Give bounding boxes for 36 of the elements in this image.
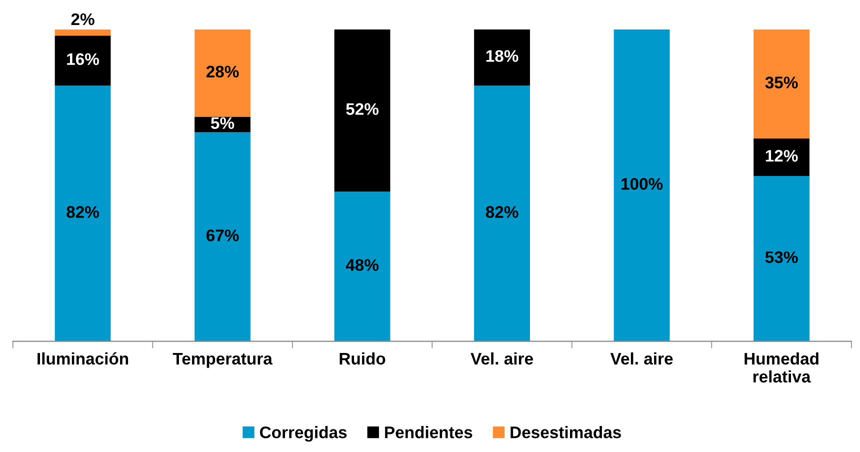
data-label: 18% <box>486 50 518 62</box>
bar <box>194 29 250 117</box>
bar <box>754 138 810 176</box>
data-label: 82% <box>486 206 518 218</box>
bar <box>474 86 530 342</box>
data-label: 48% <box>346 259 379 271</box>
x-tick-label: Vel. aire <box>470 352 533 365</box>
x-tick-label: Vel. aire <box>610 352 673 365</box>
data-label: 52% <box>346 103 379 115</box>
bar <box>334 29 390 192</box>
bar <box>754 29 810 139</box>
bar <box>194 132 250 342</box>
data-label: 53% <box>765 251 798 264</box>
bar <box>754 176 810 342</box>
bar <box>54 29 111 36</box>
x-tick-label: Temperatura <box>172 352 272 368</box>
data-label: 100% <box>622 178 663 190</box>
data-label: 67% <box>206 229 239 242</box>
data-label: 16% <box>67 53 100 66</box>
x-tick-label: Ruido <box>340 352 386 365</box>
bar <box>334 192 390 342</box>
data-label: 5% <box>210 117 234 129</box>
bar <box>614 29 670 342</box>
legend-label: Corregidas <box>260 426 347 442</box>
legend-label: Pendientes <box>385 426 472 438</box>
data-label: 12% <box>766 150 798 162</box>
data-label: 28% <box>206 66 239 78</box>
bar <box>54 86 111 342</box>
bar <box>474 29 530 86</box>
x-tick-label: Humedad relativa <box>744 352 818 383</box>
data-label: 82% <box>66 206 100 218</box>
data-label: 35% <box>765 76 798 88</box>
data-label: 2% <box>71 13 94 26</box>
bar <box>54 36 111 86</box>
legend-label: Desestimadas <box>510 426 621 438</box>
x-tick-label: Iluminación <box>38 352 128 365</box>
